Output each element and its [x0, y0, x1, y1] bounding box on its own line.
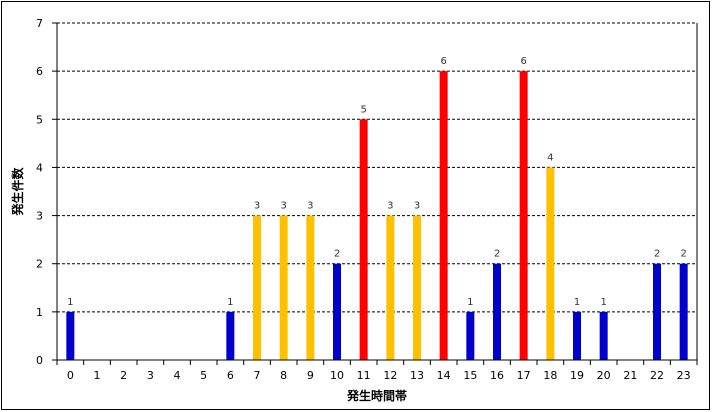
data-label: 3 [254, 201, 260, 212]
x-tick-label: 22 [650, 369, 664, 382]
y-tick-label: 5 [36, 113, 43, 126]
bars [66, 71, 688, 361]
y-tick-label: 7 [36, 17, 43, 30]
bar-7 [253, 215, 261, 360]
x-tick-label: 9 [307, 369, 314, 382]
x-tick-label: 0 [67, 369, 74, 382]
x-tick-labels: 0 1 2 3 4 5 6 7 8 9 10 11 12 13 14 15 16 17 18 19 20 21 22 23 [67, 369, 691, 382]
x-tick-label: 1 [94, 369, 101, 382]
bar-15 [466, 311, 475, 360]
x-tick-label: 20 [597, 369, 611, 382]
bar-14 [439, 71, 448, 361]
bar-8 [279, 215, 288, 360]
y-tick-label: 3 [36, 210, 43, 223]
y-tick-label: 2 [36, 258, 43, 271]
bar-9 [306, 215, 315, 360]
data-label: 3 [387, 201, 393, 212]
data-label: 4 [547, 152, 553, 163]
x-tick-label: 6 [227, 369, 234, 382]
data-label: 3 [307, 201, 313, 212]
data-label: 6 [440, 56, 446, 67]
bar-16 [493, 263, 501, 360]
bar-6 [226, 311, 235, 360]
y-tick-label: 6 [36, 65, 43, 78]
x-tick-label: 13 [410, 369, 424, 382]
bar-12 [386, 215, 395, 360]
y-tick-label: 1 [36, 306, 43, 319]
axes [52, 22, 698, 365]
x-tick-label: 17 [517, 369, 531, 382]
data-label: 3 [414, 201, 420, 212]
y-tick-labels: 0 1 2 3 4 5 6 7 [36, 17, 43, 367]
x-tick-label: 21 [623, 369, 637, 382]
x-tick-label: 2 [120, 369, 127, 382]
bar-22 [653, 263, 661, 360]
x-tick-label: 19 [570, 369, 584, 382]
bar-19 [573, 311, 581, 360]
data-label: 1 [67, 297, 73, 308]
data-labels: 1 1 3 3 3 2 5 3 3 6 1 2 6 4 1 1 2 2 [67, 56, 687, 308]
bar-11 [359, 119, 368, 361]
x-tick-label: 23 [677, 369, 691, 382]
x-tick-label: 4 [174, 369, 181, 382]
bar-10 [333, 263, 341, 360]
data-label: 1 [467, 297, 473, 308]
y-axis-title: 発生件数 [10, 167, 25, 217]
bar-23 [679, 263, 688, 360]
data-label: 3 [280, 201, 286, 212]
bar-18 [546, 167, 555, 360]
x-tick-label: 14 [437, 369, 451, 382]
data-label: 1 [600, 297, 606, 308]
x-tick-label: 16 [490, 369, 504, 382]
bar-20 [599, 311, 608, 360]
x-tick-label: 10 [330, 369, 344, 382]
x-tick-label: 18 [543, 369, 557, 382]
data-label: 5 [360, 104, 366, 115]
x-tick-label: 11 [357, 369, 371, 382]
data-label: 1 [574, 297, 580, 308]
x-tick-label: 5 [200, 369, 207, 382]
x-tick-label: 7 [254, 369, 261, 382]
bar-0 [66, 311, 75, 360]
data-label: 1 [227, 297, 233, 308]
data-label: 2 [334, 249, 340, 260]
x-tick-label: 3 [147, 369, 154, 382]
data-label: 2 [654, 249, 660, 260]
x-tick-label: 8 [280, 369, 287, 382]
x-axis-title: 発生時間帯 [346, 388, 407, 403]
y-tick-label: 0 [36, 354, 43, 367]
data-label: 2 [494, 249, 500, 260]
data-label: 6 [520, 56, 526, 67]
y-tick-label: 4 [36, 161, 43, 174]
bar-17 [519, 71, 528, 361]
data-label: 2 [680, 249, 686, 260]
bar-13 [413, 215, 421, 360]
x-tick-label: 15 [463, 369, 477, 382]
gridlines [57, 22, 697, 313]
x-tick-label: 12 [383, 369, 397, 382]
